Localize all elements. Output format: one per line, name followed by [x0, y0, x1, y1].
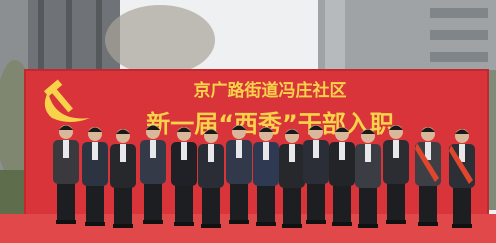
person-shirt	[208, 144, 214, 162]
person-shoes	[386, 220, 406, 224]
person-shirt	[393, 140, 399, 158]
person-shoes	[174, 222, 194, 226]
building-wall	[325, 0, 345, 72]
person-shirt	[181, 142, 187, 160]
person-shoes	[282, 224, 302, 228]
person-shirt	[263, 142, 269, 160]
person-shirt	[63, 140, 69, 158]
person-shoes	[229, 220, 249, 224]
banner-line1: 京广路街道冯庄社区	[194, 80, 347, 101]
person-shirt	[313, 140, 319, 158]
person-shirt	[365, 144, 371, 162]
person-shoes	[256, 222, 276, 226]
person-shoes	[56, 220, 76, 224]
balcony	[430, 52, 488, 62]
person-shoes	[452, 224, 472, 228]
building-column	[96, 0, 102, 72]
shrub-left	[0, 170, 26, 215]
person-shirt	[150, 140, 156, 158]
balcony	[430, 8, 488, 18]
page: 京广路街道冯庄社区 新一届“西秀”干部入职 (() => { const dat…	[0, 0, 496, 243]
person-shirt	[289, 144, 295, 162]
person-shoes	[306, 220, 326, 224]
person-shirt	[236, 140, 242, 158]
person-shoes	[332, 222, 352, 226]
building-column	[66, 0, 72, 72]
photo: 京广路街道冯庄社区 新一届“西秀”干部入职	[0, 0, 496, 243]
tree	[105, 5, 215, 75]
person-shoes	[143, 220, 163, 224]
building-column	[38, 0, 44, 72]
person-shoes	[201, 224, 221, 228]
person-shoes	[113, 224, 133, 228]
person-shoes	[85, 222, 105, 226]
person-shoes	[418, 222, 438, 226]
person-shirt	[120, 144, 126, 162]
person-shirt	[339, 142, 345, 160]
person-shoes	[358, 224, 378, 228]
balcony	[430, 30, 488, 40]
person-shirt	[92, 142, 98, 160]
